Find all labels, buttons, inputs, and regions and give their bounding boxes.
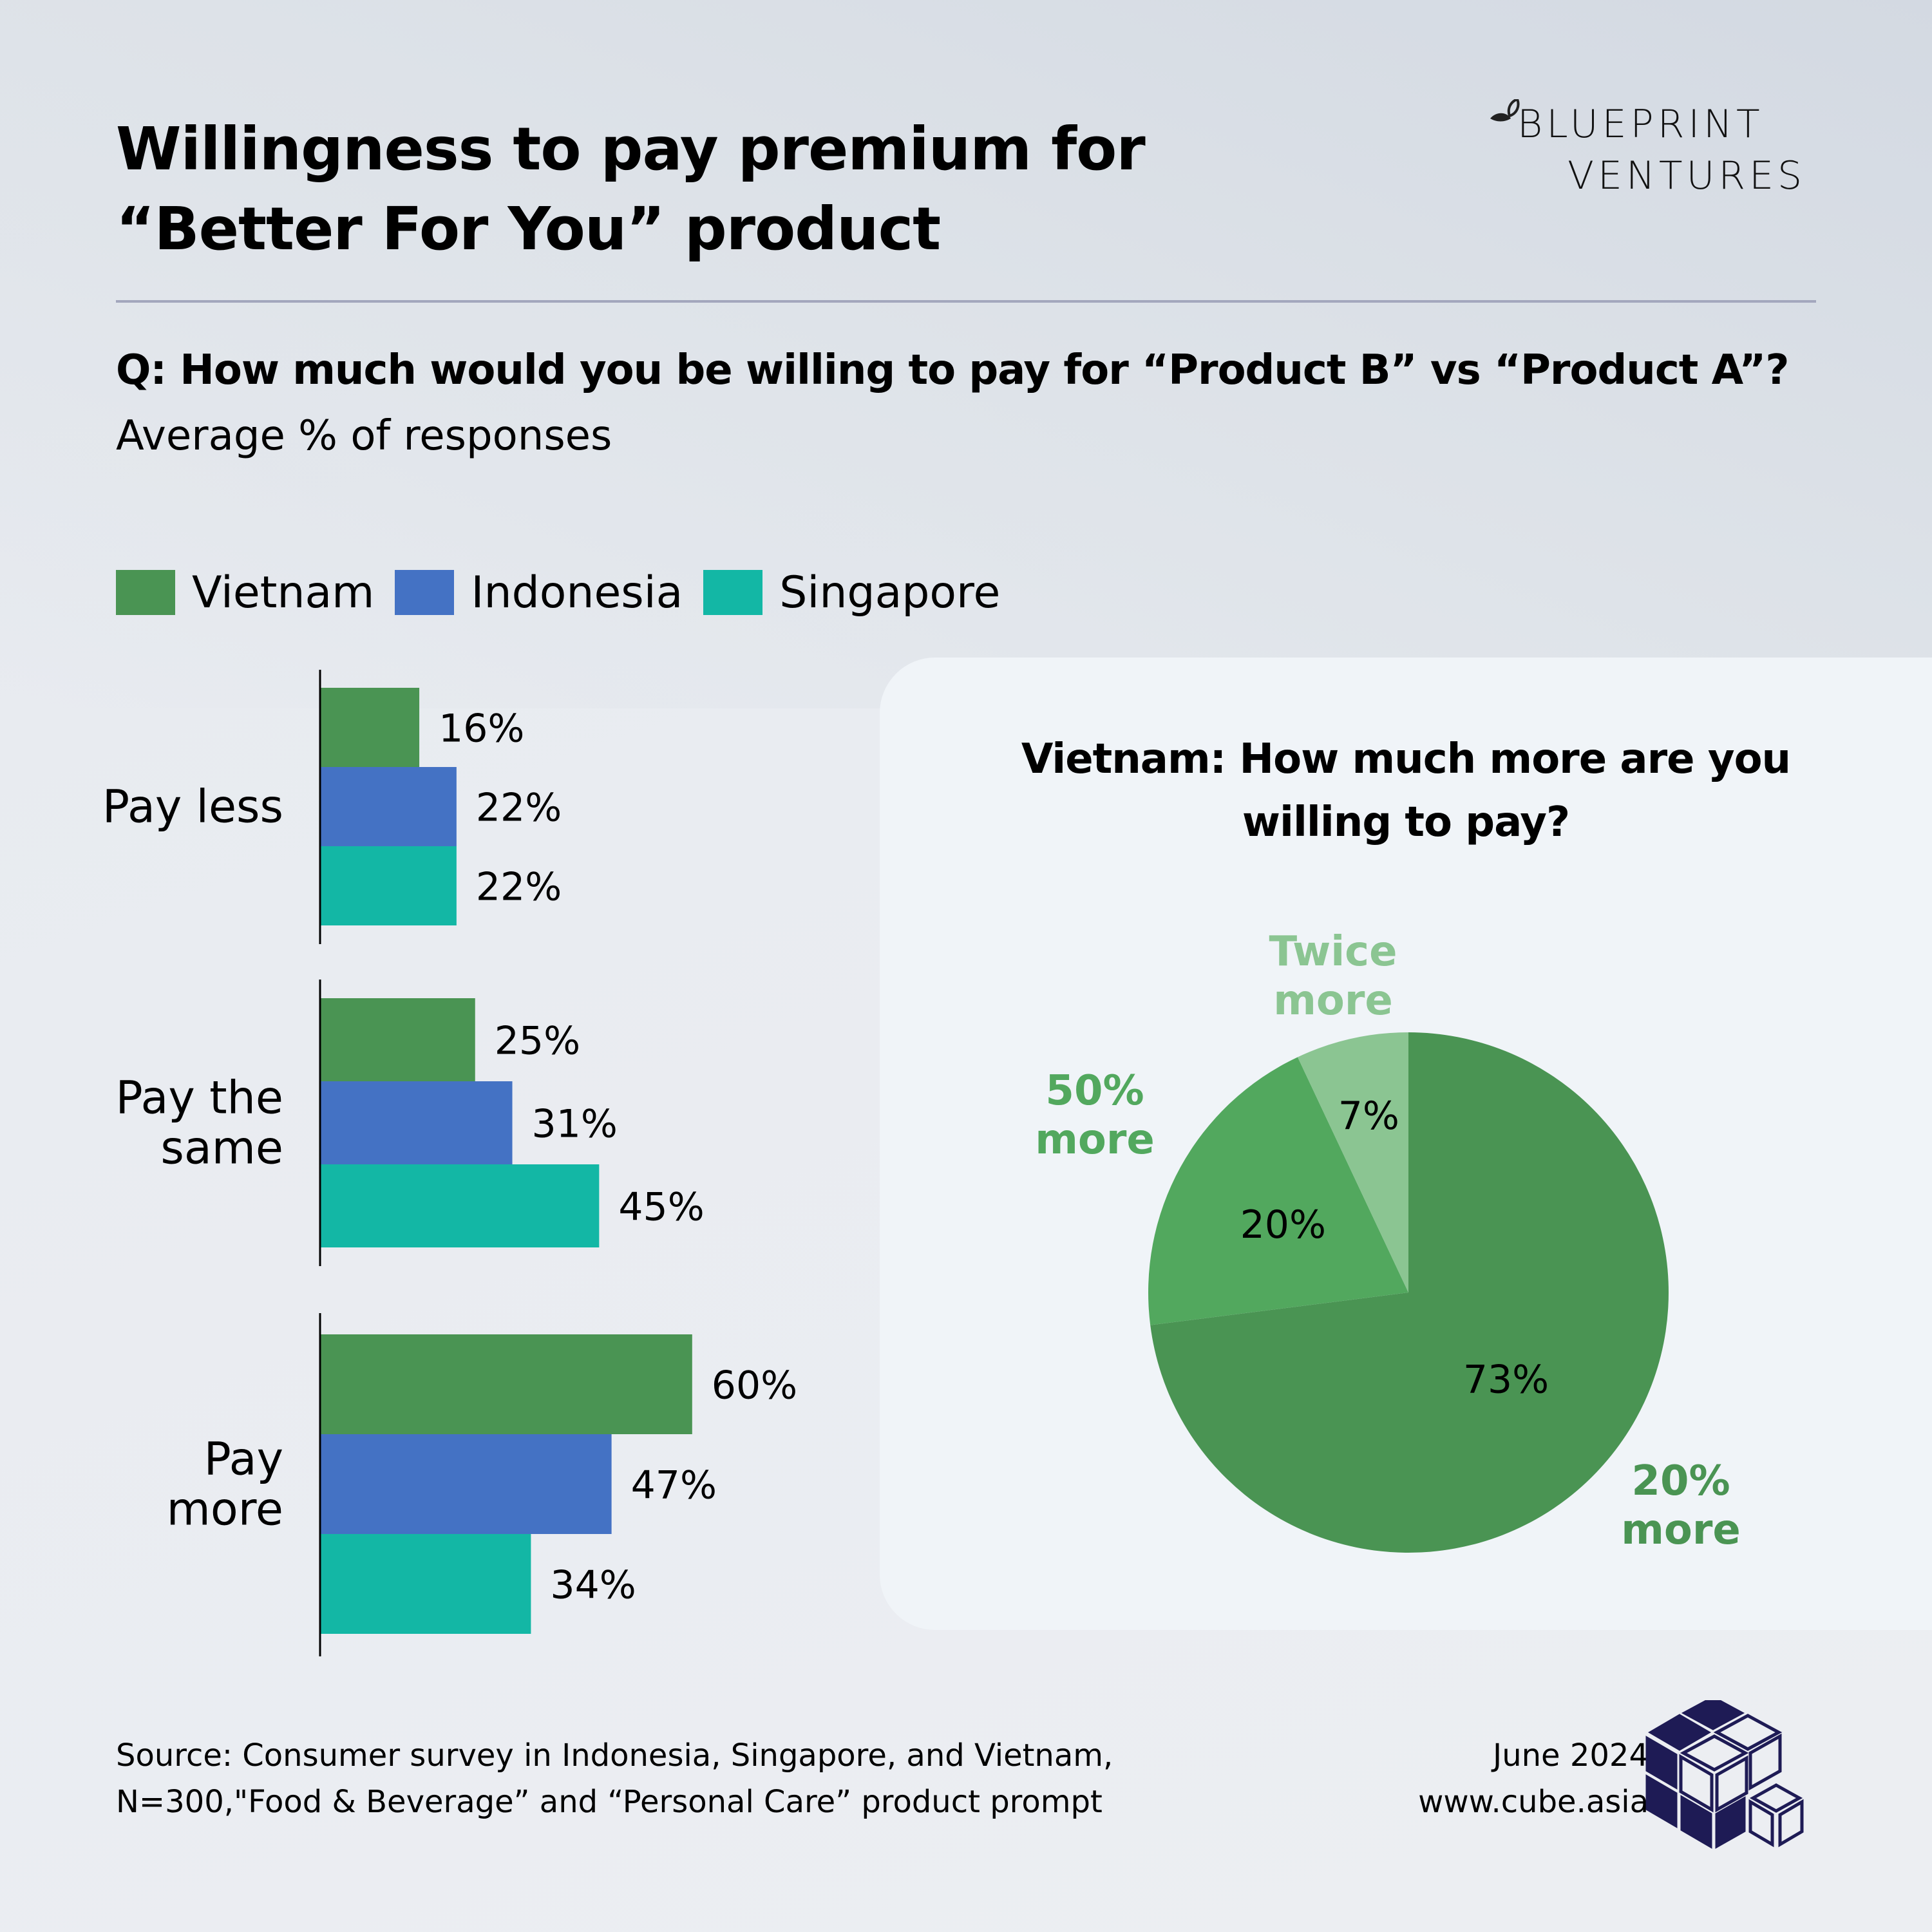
pie-category-label-twice-more-line-1: Twice (1269, 928, 1397, 976)
footer-meta: June 2024 www.cube.asia (1320, 1732, 1649, 1825)
bar-vietnam-pay-less (320, 688, 420, 767)
pie-value-label: 20% (1240, 1202, 1326, 1247)
cube-face (1715, 1796, 1746, 1849)
pie-category-label-50-more: 50% more (1005, 1066, 1185, 1164)
pie-category-label-twice-more-line-2: more (1273, 977, 1393, 1025)
cube-face (1680, 1795, 1712, 1849)
background-shade (0, 0, 1932, 708)
cube-face (1681, 1700, 1745, 1730)
pie-category-label-20-more-line-1: 20% (1631, 1457, 1730, 1505)
legend-swatch-singapore (703, 570, 763, 615)
category-label-pay-less: Pay less (102, 781, 283, 833)
leaf-icon (1490, 99, 1520, 122)
title-line-2: “Better For You” product (116, 194, 941, 263)
footer-source: Source: Consumer survey in Indonesia, Si… (116, 1732, 1113, 1825)
bar-value-label: 47% (631, 1463, 717, 1508)
legend-swatch-vietnam (116, 570, 175, 615)
bar-singapore-pay-less (320, 846, 457, 925)
cube-logo-icon (1645, 1700, 1804, 1849)
page-title: Willingness to pay premium for “Better F… (116, 109, 1211, 269)
cube-face (1645, 1774, 1678, 1828)
source-line-1: Source: Consumer survey in Indonesia, Si… (116, 1738, 1113, 1774)
bar-value-label: 34% (550, 1563, 636, 1608)
category-label-pay-the-same: Pay the (115, 1072, 283, 1124)
pie-chart: 73% 20% 7% (1148, 1032, 1669, 1553)
pie-category-label-50-more-line-2: more (1035, 1116, 1155, 1164)
website-link[interactable]: www.cube.asia (1418, 1784, 1649, 1820)
bar-value-label: 25% (495, 1019, 580, 1064)
pie-category-label-twice-more: Twice more (1236, 927, 1430, 1025)
legend-swatch-indonesia (395, 570, 455, 615)
pie-category-label-50-more-line-1: 50% (1045, 1067, 1144, 1115)
pie-value-label: 7% (1338, 1094, 1399, 1139)
category-label-pay-more: Pay (204, 1433, 283, 1486)
bar-value-label: 22% (476, 865, 562, 910)
bar-value-label: 22% (476, 786, 562, 831)
source-line-2: N=300,"Food & Beverage” and “Personal Ca… (116, 1784, 1103, 1820)
cube-face (1645, 1736, 1678, 1790)
pie-slice-50-more (1148, 1057, 1408, 1325)
cube-face (1648, 1714, 1711, 1751)
legend-item-singapore: Singapore (703, 567, 1000, 618)
bar-value-label: 45% (618, 1185, 704, 1230)
bar-vietnam-pay-the-same (320, 998, 475, 1081)
bar-indonesia-pay-less (320, 767, 457, 846)
bar-value-label: 31% (532, 1102, 618, 1147)
legend-label-vietnam: Vietnam (192, 567, 375, 618)
pie-slice-twice-more (1297, 1032, 1408, 1293)
pie-title-line-2: willing to pay? (1242, 799, 1570, 846)
subtitle-text: Average % of responses (116, 412, 612, 460)
publish-date: June 2024 (1493, 1738, 1649, 1774)
pie-category-label-20-more: 20% more (1591, 1457, 1771, 1555)
category-label-pay-the-same: same (160, 1122, 283, 1175)
logo-text-ventures: VENTURES (1567, 153, 1806, 198)
pie-value-label: 73% (1463, 1358, 1549, 1403)
bar-vietnam-pay-more (320, 1334, 692, 1434)
pie-category-label-20-more-line-2: more (1621, 1506, 1741, 1554)
bar-singapore-pay-more (320, 1534, 531, 1634)
bar-indonesia-pay-more (320, 1434, 612, 1534)
pie-chart-title: Vietnam: How much more are you willing t… (880, 728, 1932, 854)
bar-value-label: 60% (712, 1363, 797, 1408)
pie-slice-20-more (1150, 1032, 1669, 1553)
chart-legend: Vietnam Indonesia Singapore (116, 567, 1021, 618)
bar-indonesia-pay-the-same (320, 1081, 513, 1164)
legend-item-vietnam: Vietnam (116, 567, 374, 618)
title-line-1: Willingness to pay premium for (116, 115, 1146, 184)
logo-text-blueprint: BLUEPRINT (1517, 102, 1764, 147)
blueprint-ventures-logo: BLUEPRINT VENTURES (1488, 97, 1848, 206)
legend-label-indonesia: Indonesia (471, 567, 683, 618)
legend-item-indonesia: Indonesia (395, 567, 683, 618)
legend-label-singapore: Singapore (779, 567, 1001, 618)
bar-singapore-pay-the-same (320, 1164, 600, 1247)
pie-title-line-1: Vietnam: How much more are you (1021, 735, 1791, 783)
bar-value-label: 16% (439, 706, 524, 752)
header-divider (116, 300, 1816, 303)
category-label-pay-more: more (167, 1483, 283, 1536)
question-text: Q: How much would you be willing to pay … (116, 346, 1789, 394)
